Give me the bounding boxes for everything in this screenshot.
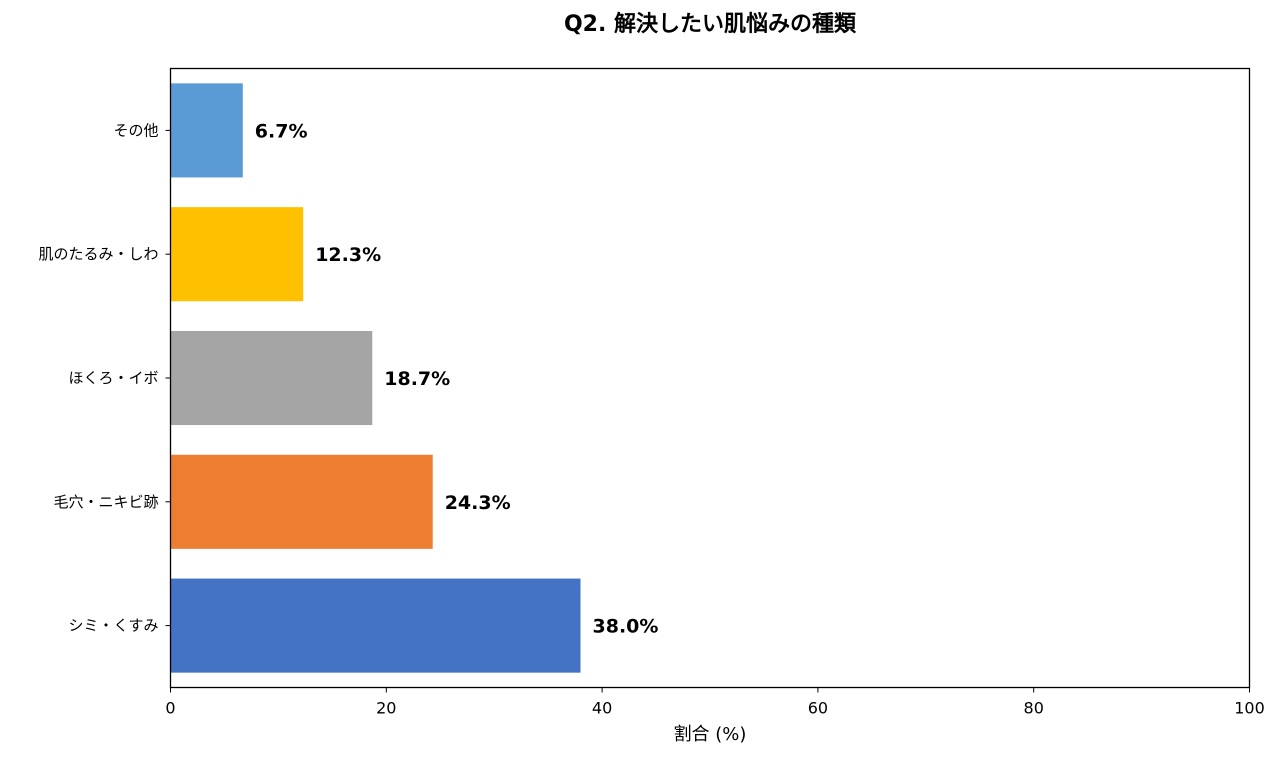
data-label: 12.3% — [315, 244, 381, 266]
x-tick-label: 100 — [1234, 699, 1265, 718]
data-label: 6.7% — [255, 120, 308, 142]
chart-title: Q2. 解決したい肌悩みの種類 — [564, 11, 857, 37]
category-label: その他 — [113, 121, 158, 139]
x-tick-label: 80 — [1024, 699, 1044, 718]
x-tick-label: 40 — [592, 699, 612, 718]
x-axis-label: 割合 (%) — [674, 724, 747, 745]
bar — [170, 578, 581, 673]
bars-group: 38.0% 24.3% 18.7% 12.3% 6.7% — [170, 83, 659, 673]
category-label: ほくろ・イボ — [68, 369, 158, 387]
category-label: 毛穴・ニキビ跡 — [53, 493, 158, 511]
category-label: 肌のたるみ・しわ — [38, 245, 158, 263]
data-label: 38.0% — [593, 616, 659, 638]
bar — [170, 83, 243, 178]
data-label: 24.3% — [445, 492, 511, 514]
plot-frame — [169, 67, 1251, 689]
bar — [170, 454, 433, 549]
x-tick-label: 0 — [165, 699, 175, 718]
category-label: シミ・くすみ — [68, 617, 158, 635]
x-axis: 0 20 40 60 80 100 — [165, 687, 1265, 718]
x-tick-label: 20 — [376, 699, 396, 718]
category-labels: シミ・くすみ 毛穴・ニキビ跡 ほくろ・イボ 肌のたるみ・しわ その他 — [38, 121, 171, 635]
x-tick-label: 60 — [808, 699, 828, 718]
bar — [170, 207, 304, 302]
bar — [170, 330, 373, 426]
data-label: 18.7% — [384, 368, 450, 390]
